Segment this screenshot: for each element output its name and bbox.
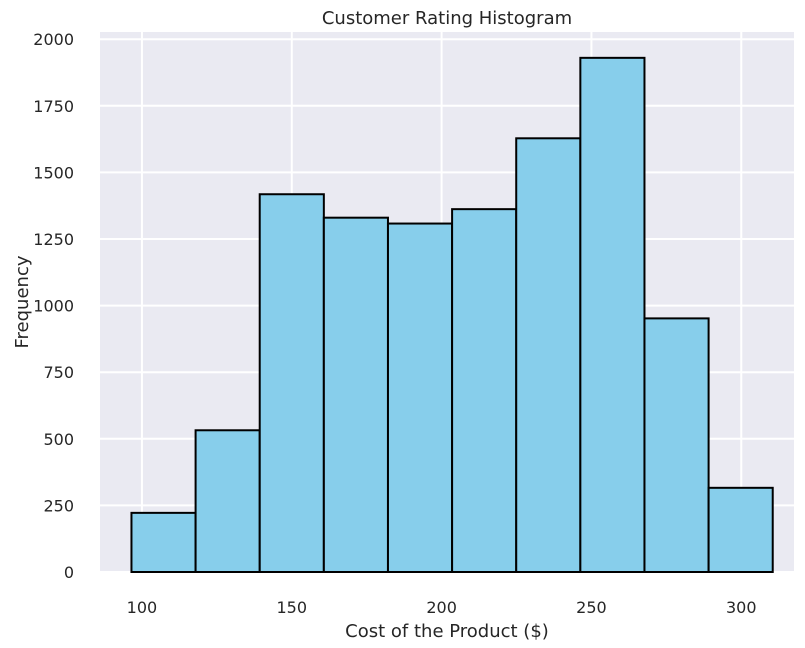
- histogram-bar: [130, 511, 197, 573]
- histogram-bar: [643, 317, 710, 573]
- y-tick-label: 1000: [33, 297, 74, 316]
- bars: [130, 56, 774, 574]
- y-tick-label: 500: [43, 430, 74, 449]
- y-tick-label: 1250: [33, 230, 74, 249]
- y-tick-label: 0: [64, 563, 74, 582]
- y-tick-label: 250: [43, 496, 74, 515]
- y-tick-label: 1500: [33, 163, 74, 182]
- y-tick-label: 2000: [33, 30, 74, 49]
- histogram-bar: [258, 193, 325, 573]
- x-tick-labels: 100 150 200 250 300: [127, 598, 757, 617]
- x-tick-label: 250: [576, 598, 607, 617]
- chart-title: Customer Rating Histogram: [322, 8, 572, 29]
- histogram-bar: [579, 56, 646, 574]
- histogram-bar: [322, 216, 389, 573]
- x-tick-label: 150: [277, 598, 308, 617]
- x-axis-title: Cost of the Product ($): [345, 621, 549, 642]
- histogram-bar: [194, 429, 261, 573]
- histogram-bar: [451, 208, 518, 573]
- y-tick-label: 1750: [33, 97, 74, 116]
- x-tick-label: 100: [127, 598, 158, 617]
- histogram-bar: [515, 137, 582, 573]
- x-tick-label: 300: [726, 598, 757, 617]
- histogram-bar: [386, 222, 454, 573]
- y-axis-title: Frequency: [12, 255, 33, 348]
- y-tick-labels: 0 250 500 750 1000 1250 1500 1750 2000: [33, 30, 74, 582]
- x-tick-label: 200: [426, 598, 457, 617]
- histogram-bar: [707, 486, 774, 573]
- y-tick-label: 750: [43, 363, 74, 382]
